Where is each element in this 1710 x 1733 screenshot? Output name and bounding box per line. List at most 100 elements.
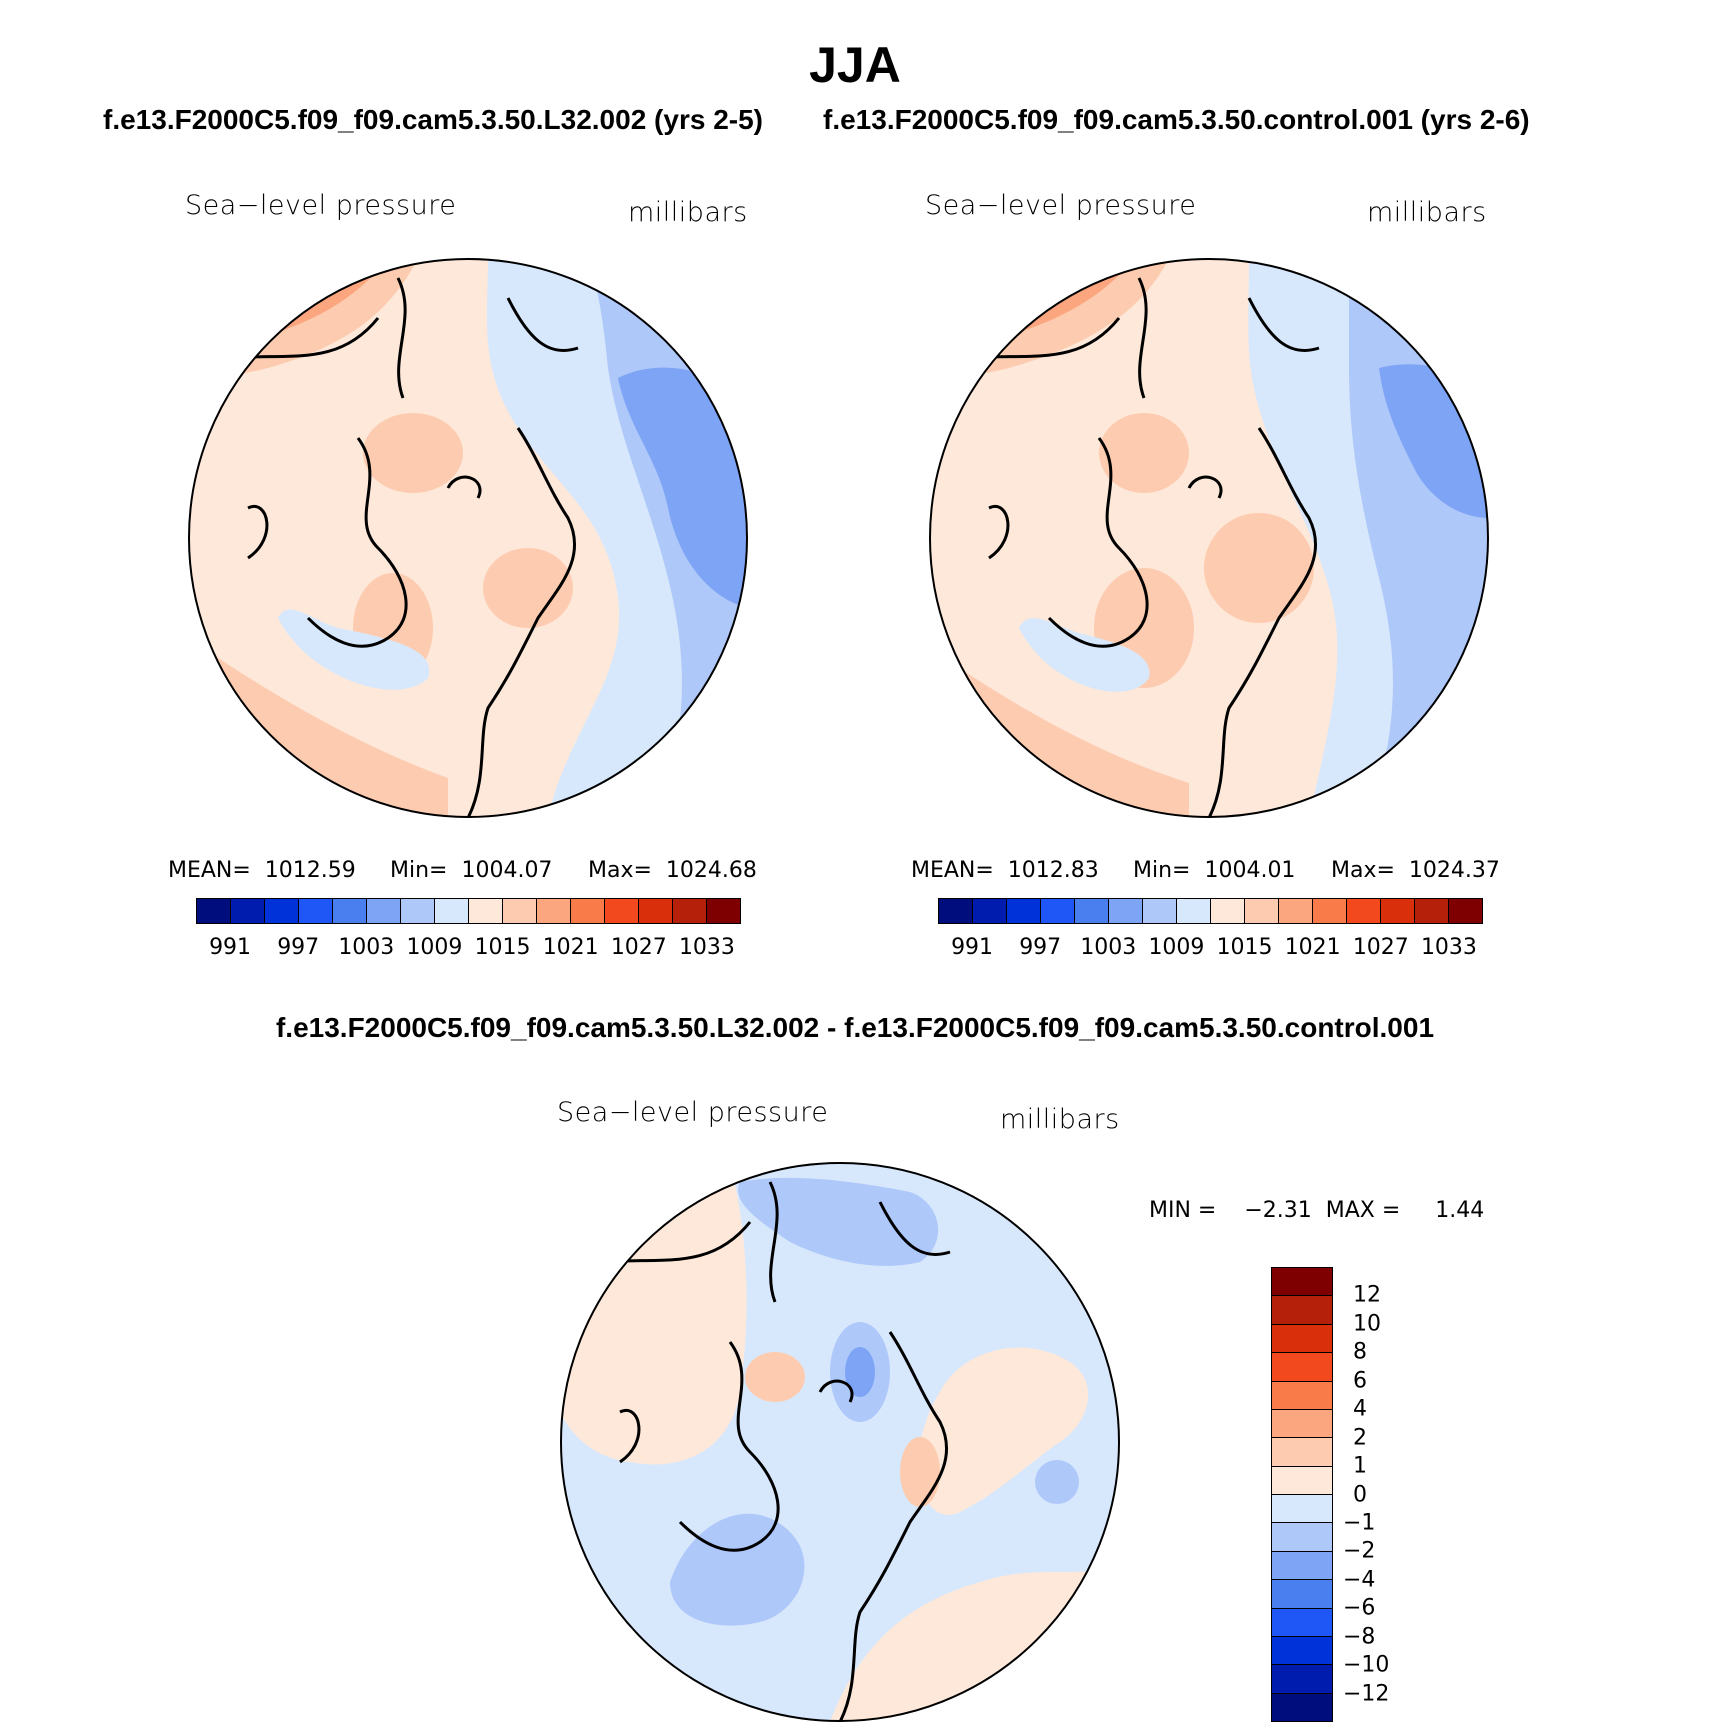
colorbar-swatch [197, 899, 231, 923]
colorbar-tick-label: 997 [277, 935, 320, 960]
colorbar-tick-label: 1015 [1216, 935, 1273, 960]
colorbar-tick-label: 1027 [1352, 935, 1409, 960]
panel3-polar-map [560, 1162, 1120, 1722]
panel1-coastlines [227, 277, 579, 817]
colorbar-swatch [231, 899, 265, 923]
panel1-polar-map [188, 258, 748, 818]
colorbar-swatch [605, 899, 639, 923]
panel1-variable-label: Sea−level pressure [185, 190, 457, 221]
colorbar-swatch [1381, 899, 1415, 923]
colorbar-tick-label: 1003 [338, 935, 395, 960]
colorbar-tick-label: 997 [1019, 935, 1062, 960]
colorbar-swatch [1279, 899, 1313, 923]
colorbar-swatch [469, 899, 503, 923]
panel1-mean: MEAN= 1012.59 [168, 858, 356, 883]
panel3-field-east-negative [1035, 1460, 1079, 1504]
colorbar-tick-label: 10 [1353, 1311, 1381, 1337]
colorbar-tick-label: 1 [1353, 1453, 1367, 1479]
panel1-min: Min= 1004.07 [390, 858, 553, 883]
colorbar-tick-label: 2 [1353, 1425, 1367, 1451]
diff-panel-title: f.e13.F2000C5.f09_f09.cam5.3.50.L32.002 … [275, 1012, 1435, 1043]
colorbar-tick-label: 8 [1353, 1339, 1367, 1365]
colorbar-swatch [333, 899, 367, 923]
panel1-map-border [188, 258, 748, 818]
panel2-coastlines [968, 277, 1320, 817]
colorbar-swatch [1272, 1551, 1332, 1581]
colorbar-swatch [1272, 1353, 1332, 1382]
colorbar-swatch [1272, 1409, 1332, 1439]
colorbar-tick-label: −1 [1343, 1510, 1376, 1536]
colorbar-swatch [1272, 1580, 1332, 1609]
colorbar-swatch [265, 899, 299, 923]
panel3-minmax: MIN = −2.31 MAX = 1.44 [1149, 1198, 1485, 1223]
colorbar-swatch [1347, 899, 1381, 923]
colorbar-swatch [1143, 899, 1177, 923]
colorbar-tick-label: 1003 [1080, 935, 1137, 960]
figure-title: JJA [809, 37, 901, 93]
colorbar-tick-label: 1033 [1420, 935, 1477, 960]
colorbar-tick-label: 991 [209, 935, 252, 960]
panel1-units-label: millibars [628, 197, 748, 228]
colorbar-swatch [435, 899, 469, 923]
colorbar-tick-label: 6 [1353, 1368, 1367, 1394]
colorbar-swatch [1007, 899, 1041, 923]
panel2-variable-label: Sea−level pressure [925, 190, 1197, 221]
panel3-field-siberia-positive [900, 1437, 940, 1507]
colorbar-tick-label: −12 [1343, 1681, 1390, 1707]
colorbar-tick-label: 1015 [474, 935, 531, 960]
colorbar-tick-label: −2 [1343, 1538, 1376, 1564]
colorbar-tick-label: −4 [1343, 1567, 1376, 1593]
panel3-field-east-positive [917, 1347, 1089, 1515]
colorbar-swatch [571, 899, 605, 923]
panel1-field-iceland-low [278, 609, 430, 690]
colorbar-swatch [1211, 899, 1245, 923]
colorbar-swatch [1272, 1438, 1332, 1467]
colorbar-swatch [1415, 899, 1449, 923]
panel3-field-arctic-positive [745, 1352, 805, 1402]
colorbar-swatch [1109, 899, 1143, 923]
colorbar-swatch [1272, 1608, 1332, 1637]
panel2-field-iceland-low [1019, 618, 1150, 692]
colorbar-tick-label: 1021 [542, 935, 599, 960]
panel3-field-west-positive [561, 1163, 747, 1465]
panel3-field-pacific-negative [738, 1177, 939, 1266]
colorbar-tick-label: 0 [1353, 1482, 1367, 1507]
panel1-max: Max= 1024.68 [588, 858, 757, 883]
colorbar-tick-label: 4 [1353, 1396, 1367, 1422]
panel2-map-border [929, 258, 1489, 818]
panel2-field-arctic-high [1099, 413, 1189, 493]
colorbar-tick-label: 1033 [678, 935, 735, 960]
colorbar-swatch [939, 899, 973, 923]
colorbar-swatch [1272, 1296, 1332, 1325]
colorbar-swatch [367, 899, 401, 923]
panel2-min: Min= 1004.01 [1133, 858, 1296, 883]
panel3-map-border [560, 1162, 1120, 1722]
colorbar-swatch [973, 899, 1007, 923]
panel3-colorbar [1271, 1267, 1333, 1722]
panel2-polar-map [929, 258, 1489, 818]
panel2-units-label: millibars [1367, 197, 1487, 228]
colorbar-swatch [1177, 899, 1211, 923]
colorbar-swatch [1041, 899, 1075, 923]
panel2-field-siberia-high [1204, 513, 1314, 623]
colorbar-swatch [1245, 899, 1279, 923]
colorbar-swatch [1272, 1466, 1332, 1495]
colorbar-swatch [1272, 1636, 1332, 1666]
colorbar-tick-label: 12 [1353, 1282, 1381, 1308]
panel1-case-title: f.e13.F2000C5.f09_f09.cam5.3.50.L32.002 … [103, 104, 763, 135]
colorbar-swatch [639, 899, 673, 923]
colorbar-tick-label: 1021 [1284, 935, 1341, 960]
colorbar-tick-label: −8 [1343, 1624, 1376, 1650]
colorbar-swatch [1272, 1693, 1332, 1721]
panel1-field-low-inner [618, 367, 747, 608]
colorbar-swatch [707, 899, 740, 923]
panel1-field-siberia-high [483, 548, 573, 628]
panel1-field-arctic-high [363, 413, 463, 493]
panel3-coastlines [599, 1181, 951, 1721]
colorbar-swatch [1075, 899, 1109, 923]
panel3-variable-label: Sea−level pressure [557, 1097, 829, 1128]
colorbar-swatch [1272, 1381, 1332, 1410]
colorbar-swatch [1272, 1495, 1332, 1524]
colorbar-swatch [673, 899, 707, 923]
colorbar-swatch [1272, 1665, 1332, 1694]
